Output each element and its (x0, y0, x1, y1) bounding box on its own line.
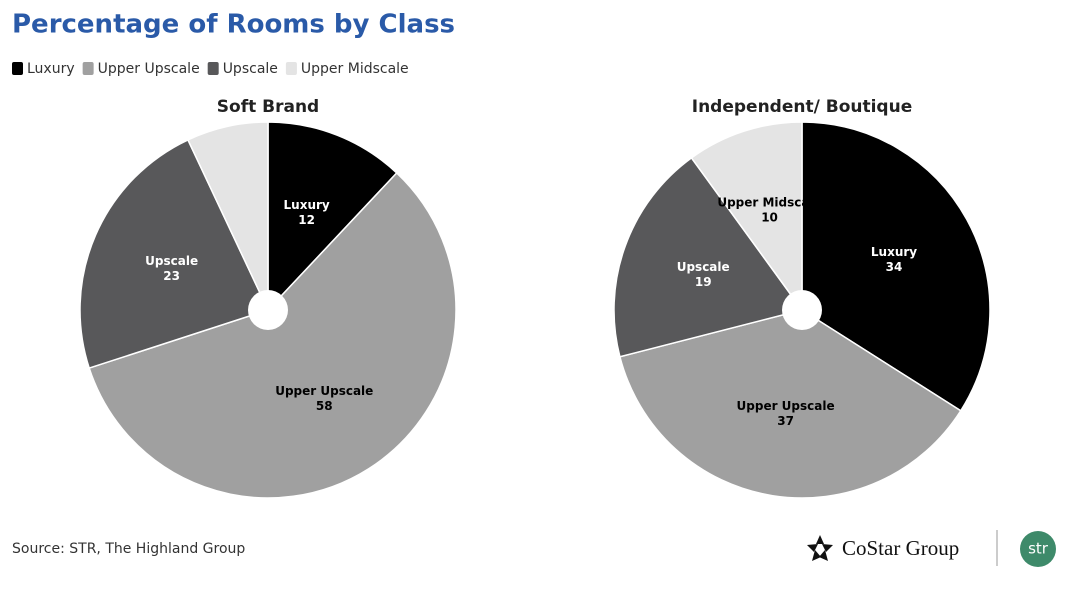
slice-label: Upper Upscale (737, 399, 835, 413)
pie-slice (79, 138, 270, 370)
legend-swatch (12, 62, 23, 75)
legend-swatch (285, 62, 297, 75)
pie-hole (248, 290, 288, 330)
source: Source: STR, The Highland Group (12, 541, 245, 557)
slice-value: 23 (163, 269, 180, 283)
slice-value: 37 (777, 414, 794, 428)
legend-label: Luxury (27, 61, 75, 77)
slice-value: 19 (695, 275, 712, 289)
pie-hole (782, 290, 822, 330)
chart-title: Independent/ Boutique (692, 97, 912, 117)
slice-label: Luxury (871, 245, 917, 259)
pie-slice (618, 309, 962, 499)
str-text: str (1028, 540, 1049, 558)
chart-title: Soft Brand (217, 97, 319, 117)
page-title: Percentage of Rooms by Class (12, 10, 455, 40)
slice-value: 58 (316, 399, 333, 413)
pie-slice (186, 121, 269, 311)
legend-label: Upper Midscale (301, 61, 409, 77)
legend-label: Upscale (223, 61, 278, 77)
slice-value: 10 (761, 211, 778, 225)
slice-label: Upscale (145, 254, 198, 268)
legend-label: Upper Upscale (98, 61, 200, 77)
pie-slice (88, 171, 457, 499)
slice-label: Upscale (677, 260, 730, 274)
slice-label: Upper Midscale (717, 196, 821, 210)
pie-slice (613, 156, 804, 358)
slice-value: 34 (886, 260, 903, 274)
legend-swatch (207, 62, 219, 75)
pie-slice (267, 121, 398, 312)
costar-text: CoStar Group (842, 536, 959, 560)
pie-slice (801, 121, 991, 412)
costar-logo: CoStar Group (807, 530, 998, 566)
legend: Luxury Upper Upscale Upscale Upper Midscale (12, 61, 409, 77)
str-logo: str (1020, 531, 1056, 567)
slice-label: Luxury (284, 198, 330, 212)
slice-value: 12 (298, 213, 315, 227)
pie-slice (690, 121, 803, 313)
slice-label: Upper Upscale (275, 384, 373, 398)
legend-swatch (82, 62, 94, 75)
